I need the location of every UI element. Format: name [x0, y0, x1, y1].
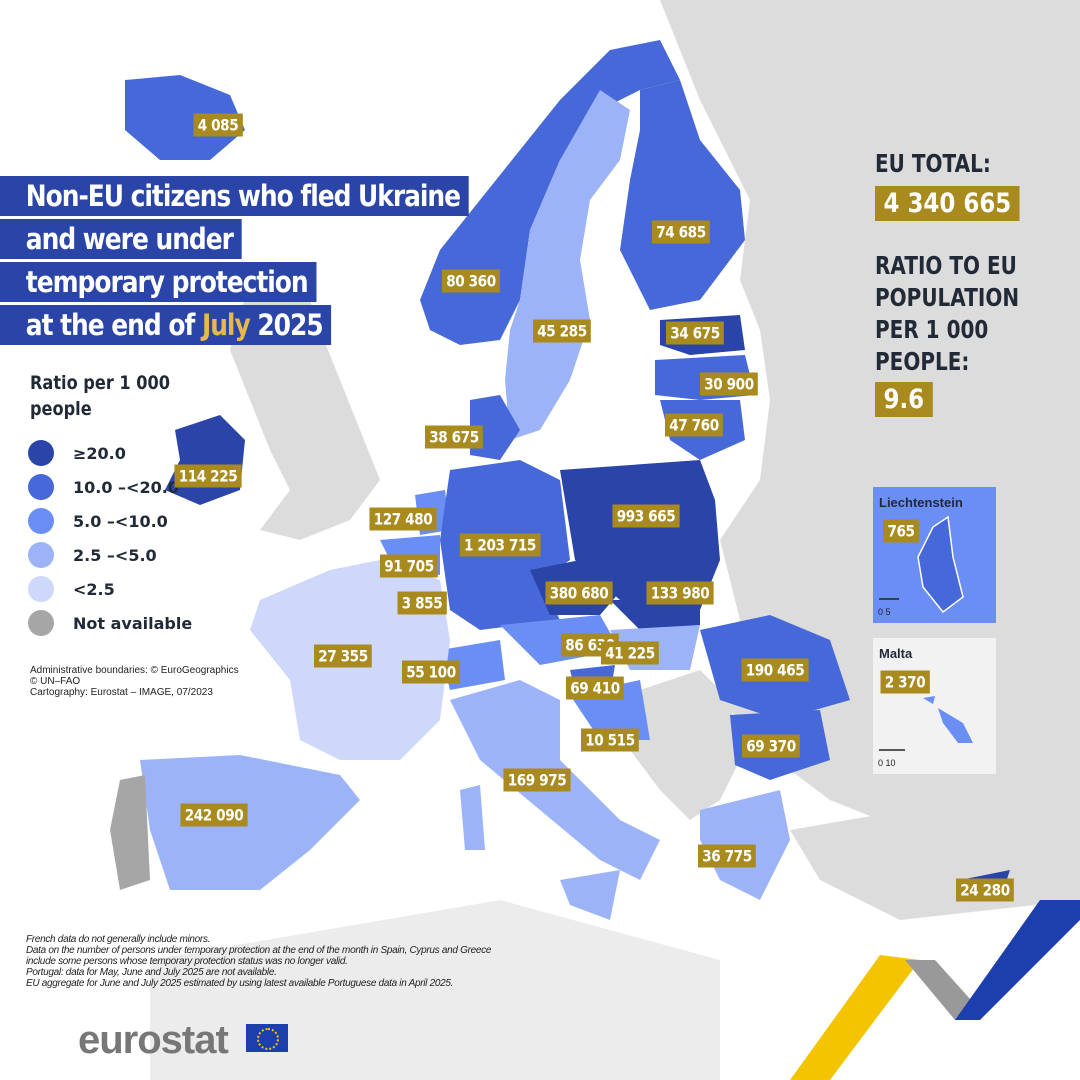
inset-name: Liechtenstein	[879, 495, 963, 510]
value-label: 38 675	[425, 425, 483, 449]
value-label: 45 285	[533, 319, 591, 343]
inset-liechtenstein: Liechtenstein 765 0 5	[873, 487, 996, 623]
norway	[420, 40, 680, 345]
malta-shape	[879, 696, 973, 751]
legend-item: <2.5	[28, 576, 115, 602]
logo-text: eurostat	[78, 1018, 229, 1062]
portugal	[110, 775, 150, 890]
sweden	[505, 90, 630, 440]
ratio-label-line: PER 1 000	[875, 315, 989, 344]
value-label: 10 515	[581, 728, 639, 752]
title-line-1: Non-EU citizens who fled Ukraine	[0, 176, 469, 216]
legend-title: Ratio per 1 000 people	[30, 372, 170, 420]
legend-swatch	[28, 474, 54, 500]
legend-item: 10.0 –<20.0	[28, 474, 179, 500]
scale-bar: 0 5	[878, 607, 891, 617]
ratio-label-line: RATIO TO EU	[875, 251, 1017, 280]
footnote: Data on the number of persons under temp…	[26, 945, 492, 956]
legend-label: ≥20.0	[73, 443, 126, 463]
value-label: 55 100	[402, 660, 460, 684]
legend-label: 5.0 –<10.0	[73, 511, 168, 531]
value-label: 36 775	[698, 844, 756, 868]
balkans-non-eu	[630, 670, 740, 820]
title-month: July	[201, 308, 251, 342]
credit-line: Administrative boundaries: © EuroGeograp…	[30, 665, 239, 676]
north-africa	[150, 900, 720, 1080]
value-label: 3 855	[397, 591, 447, 615]
legend-swatch	[28, 440, 54, 466]
value-label: 69 370	[742, 734, 800, 758]
legend-label: 10.0 –<20.0	[73, 477, 179, 497]
legend-item: 2.5 –<5.0	[28, 542, 157, 568]
value-label: 114 225	[174, 464, 242, 488]
legend-swatch	[28, 542, 54, 568]
value-label: 34 675	[666, 321, 724, 345]
value-label: 765	[883, 519, 919, 543]
credit-line: Cartography: Eurostat – IMAGE, 07/2023	[30, 687, 213, 698]
credits: Administrative boundaries: © EuroGeograp…	[30, 665, 239, 698]
scale-bar: 0 10	[878, 758, 896, 768]
value-label: 80 360	[442, 269, 500, 293]
legend-item: ≥20.0	[28, 440, 126, 466]
footnote: include some persons whose temporary pro…	[26, 956, 348, 967]
value-label: 993 665	[612, 504, 680, 528]
legend-swatch	[28, 576, 54, 602]
footnote: French data do not generally include min…	[26, 934, 211, 945]
title-line-3: temporary protection	[0, 262, 317, 302]
inset-name: Malta	[879, 646, 913, 661]
value-label: 190 465	[741, 658, 809, 682]
value-label: 41 225	[601, 641, 659, 665]
ratio-label: RATIO TO EU POPULATION PER 1 000 PEOPLE:	[875, 250, 1019, 378]
title-prefix: at the end of	[25, 308, 196, 342]
footnote: Portugal: data for May, June and July 20…	[26, 967, 277, 978]
value-label: 133 980	[646, 581, 714, 605]
eu-flag-icon	[246, 1024, 288, 1052]
decor-yellow	[790, 955, 920, 1080]
legend-swatch	[28, 610, 54, 636]
value-label: 47 760	[665, 413, 723, 437]
value-label: 24 280	[956, 878, 1014, 902]
spain	[140, 755, 360, 890]
eurostat-logo: eurostat	[78, 1018, 229, 1063]
footnotes: French data do not generally include min…	[26, 934, 491, 989]
footnote: EU aggregate for June and July 2025 esti…	[26, 978, 454, 989]
value-label: 127 480	[369, 507, 437, 531]
legend-label: <2.5	[73, 579, 115, 599]
value-label: 242 090	[180, 803, 248, 827]
value-label: 169 975	[503, 768, 571, 792]
decor-grey	[905, 960, 980, 1020]
eu-total-label: EU TOTAL:	[875, 149, 991, 178]
finland	[620, 80, 745, 310]
value-label: 2 370	[880, 670, 930, 694]
title-line-4: at the end of July 2025	[0, 305, 332, 345]
value-label: 4 085	[193, 113, 243, 137]
ratio-label-line: POPULATION	[875, 283, 1020, 312]
legend-label: 2.5 –<5.0	[73, 545, 157, 565]
legend-label: Not available	[73, 613, 193, 633]
value-label: 1 203 715	[459, 533, 541, 557]
value-label: 69 410	[566, 676, 624, 700]
ratio-label-line: PEOPLE:	[875, 347, 970, 376]
ratio-value: 9.6	[875, 382, 933, 417]
value-label: 27 355	[314, 644, 372, 668]
title-line-2: and were under	[0, 219, 242, 259]
title-year: 2025	[257, 308, 323, 342]
sicily	[560, 870, 620, 920]
liechtenstein-shape	[879, 515, 964, 614]
value-label: 380 680	[545, 581, 613, 605]
value-label: 74 685	[652, 220, 710, 244]
iceland	[125, 75, 245, 160]
value-label: 30 900	[700, 372, 758, 396]
legend-item: Not available	[28, 610, 192, 636]
value-label: 91 705	[380, 554, 438, 578]
legend-item: 5.0 –<10.0	[28, 508, 168, 534]
inset-malta: Malta 2 370 0 10	[873, 638, 996, 774]
legend-swatch	[28, 508, 54, 534]
sardinia	[460, 785, 485, 850]
eu-total-value: 4 340 665	[875, 186, 1020, 221]
decor-blue	[955, 900, 1080, 1020]
credit-line: © UN–FAO	[30, 676, 81, 687]
slovakia	[610, 600, 700, 630]
